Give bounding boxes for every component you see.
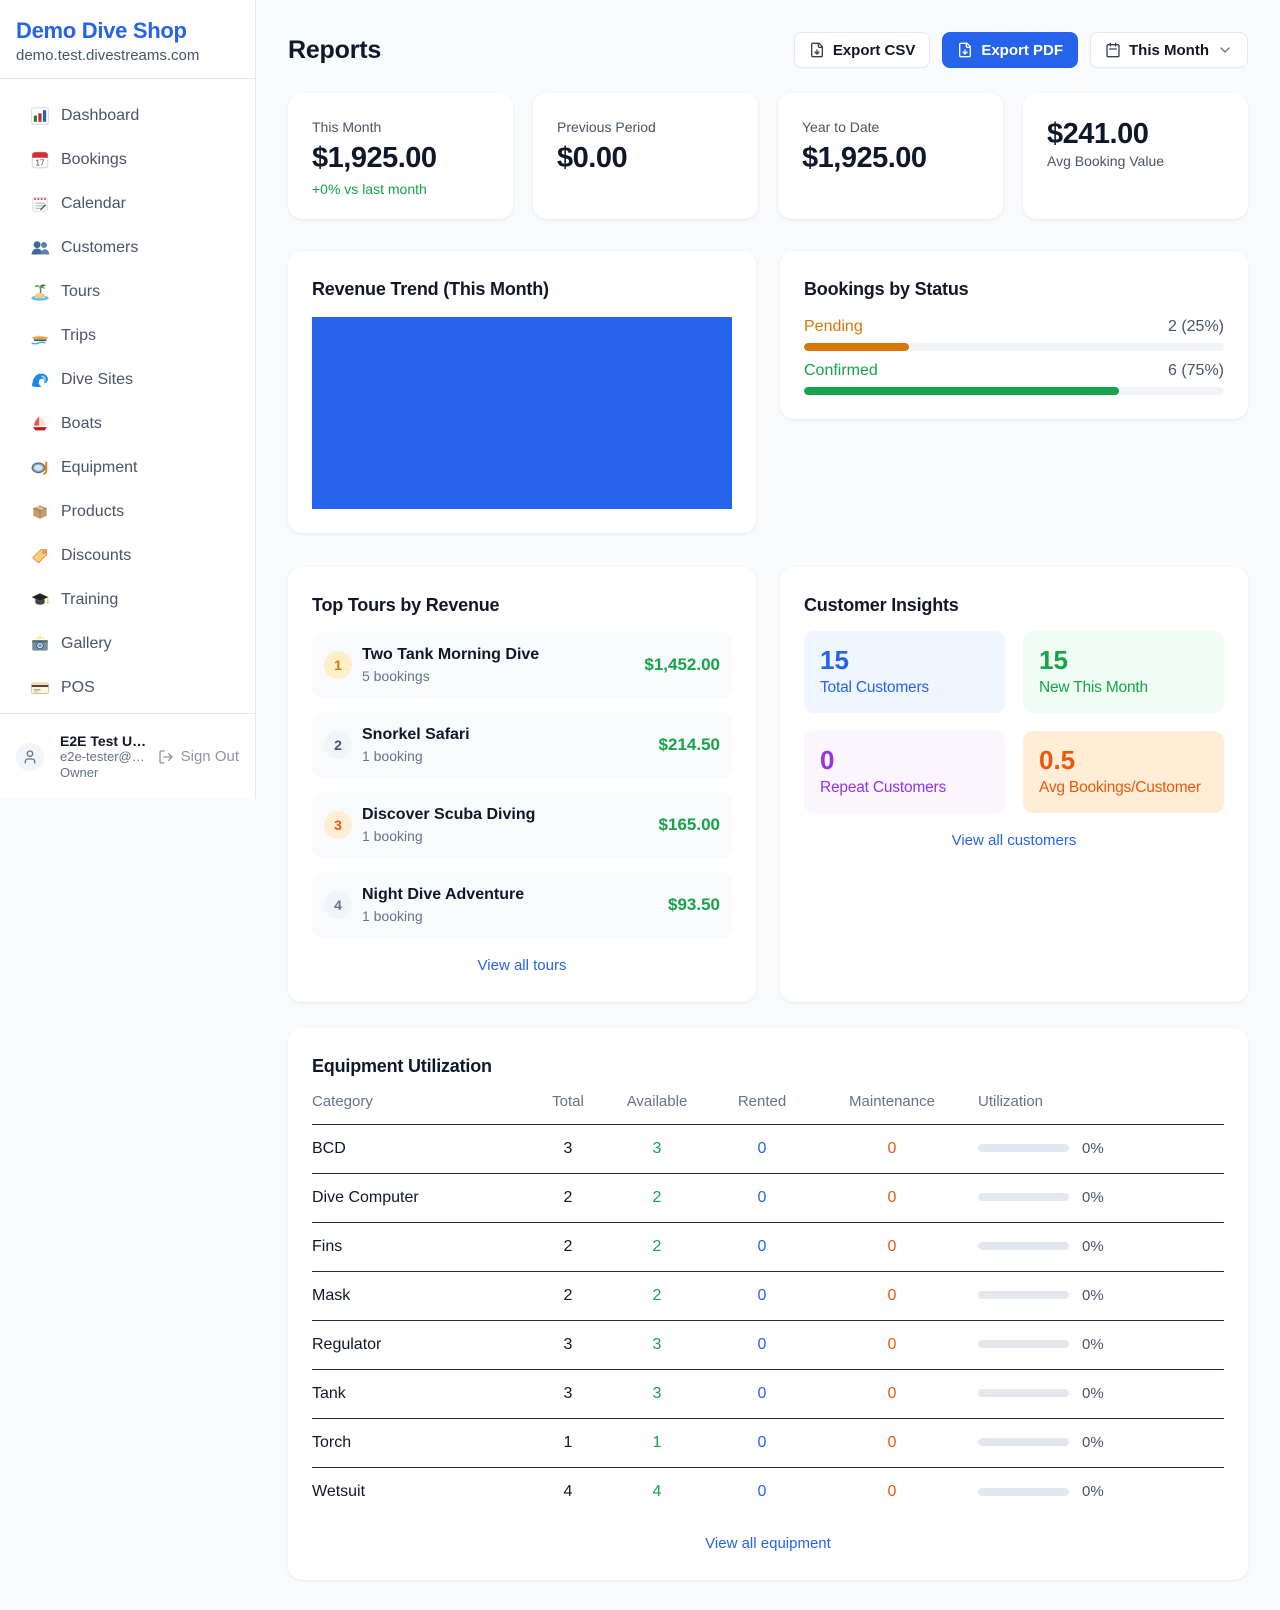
- svg-text:17: 17: [36, 158, 45, 167]
